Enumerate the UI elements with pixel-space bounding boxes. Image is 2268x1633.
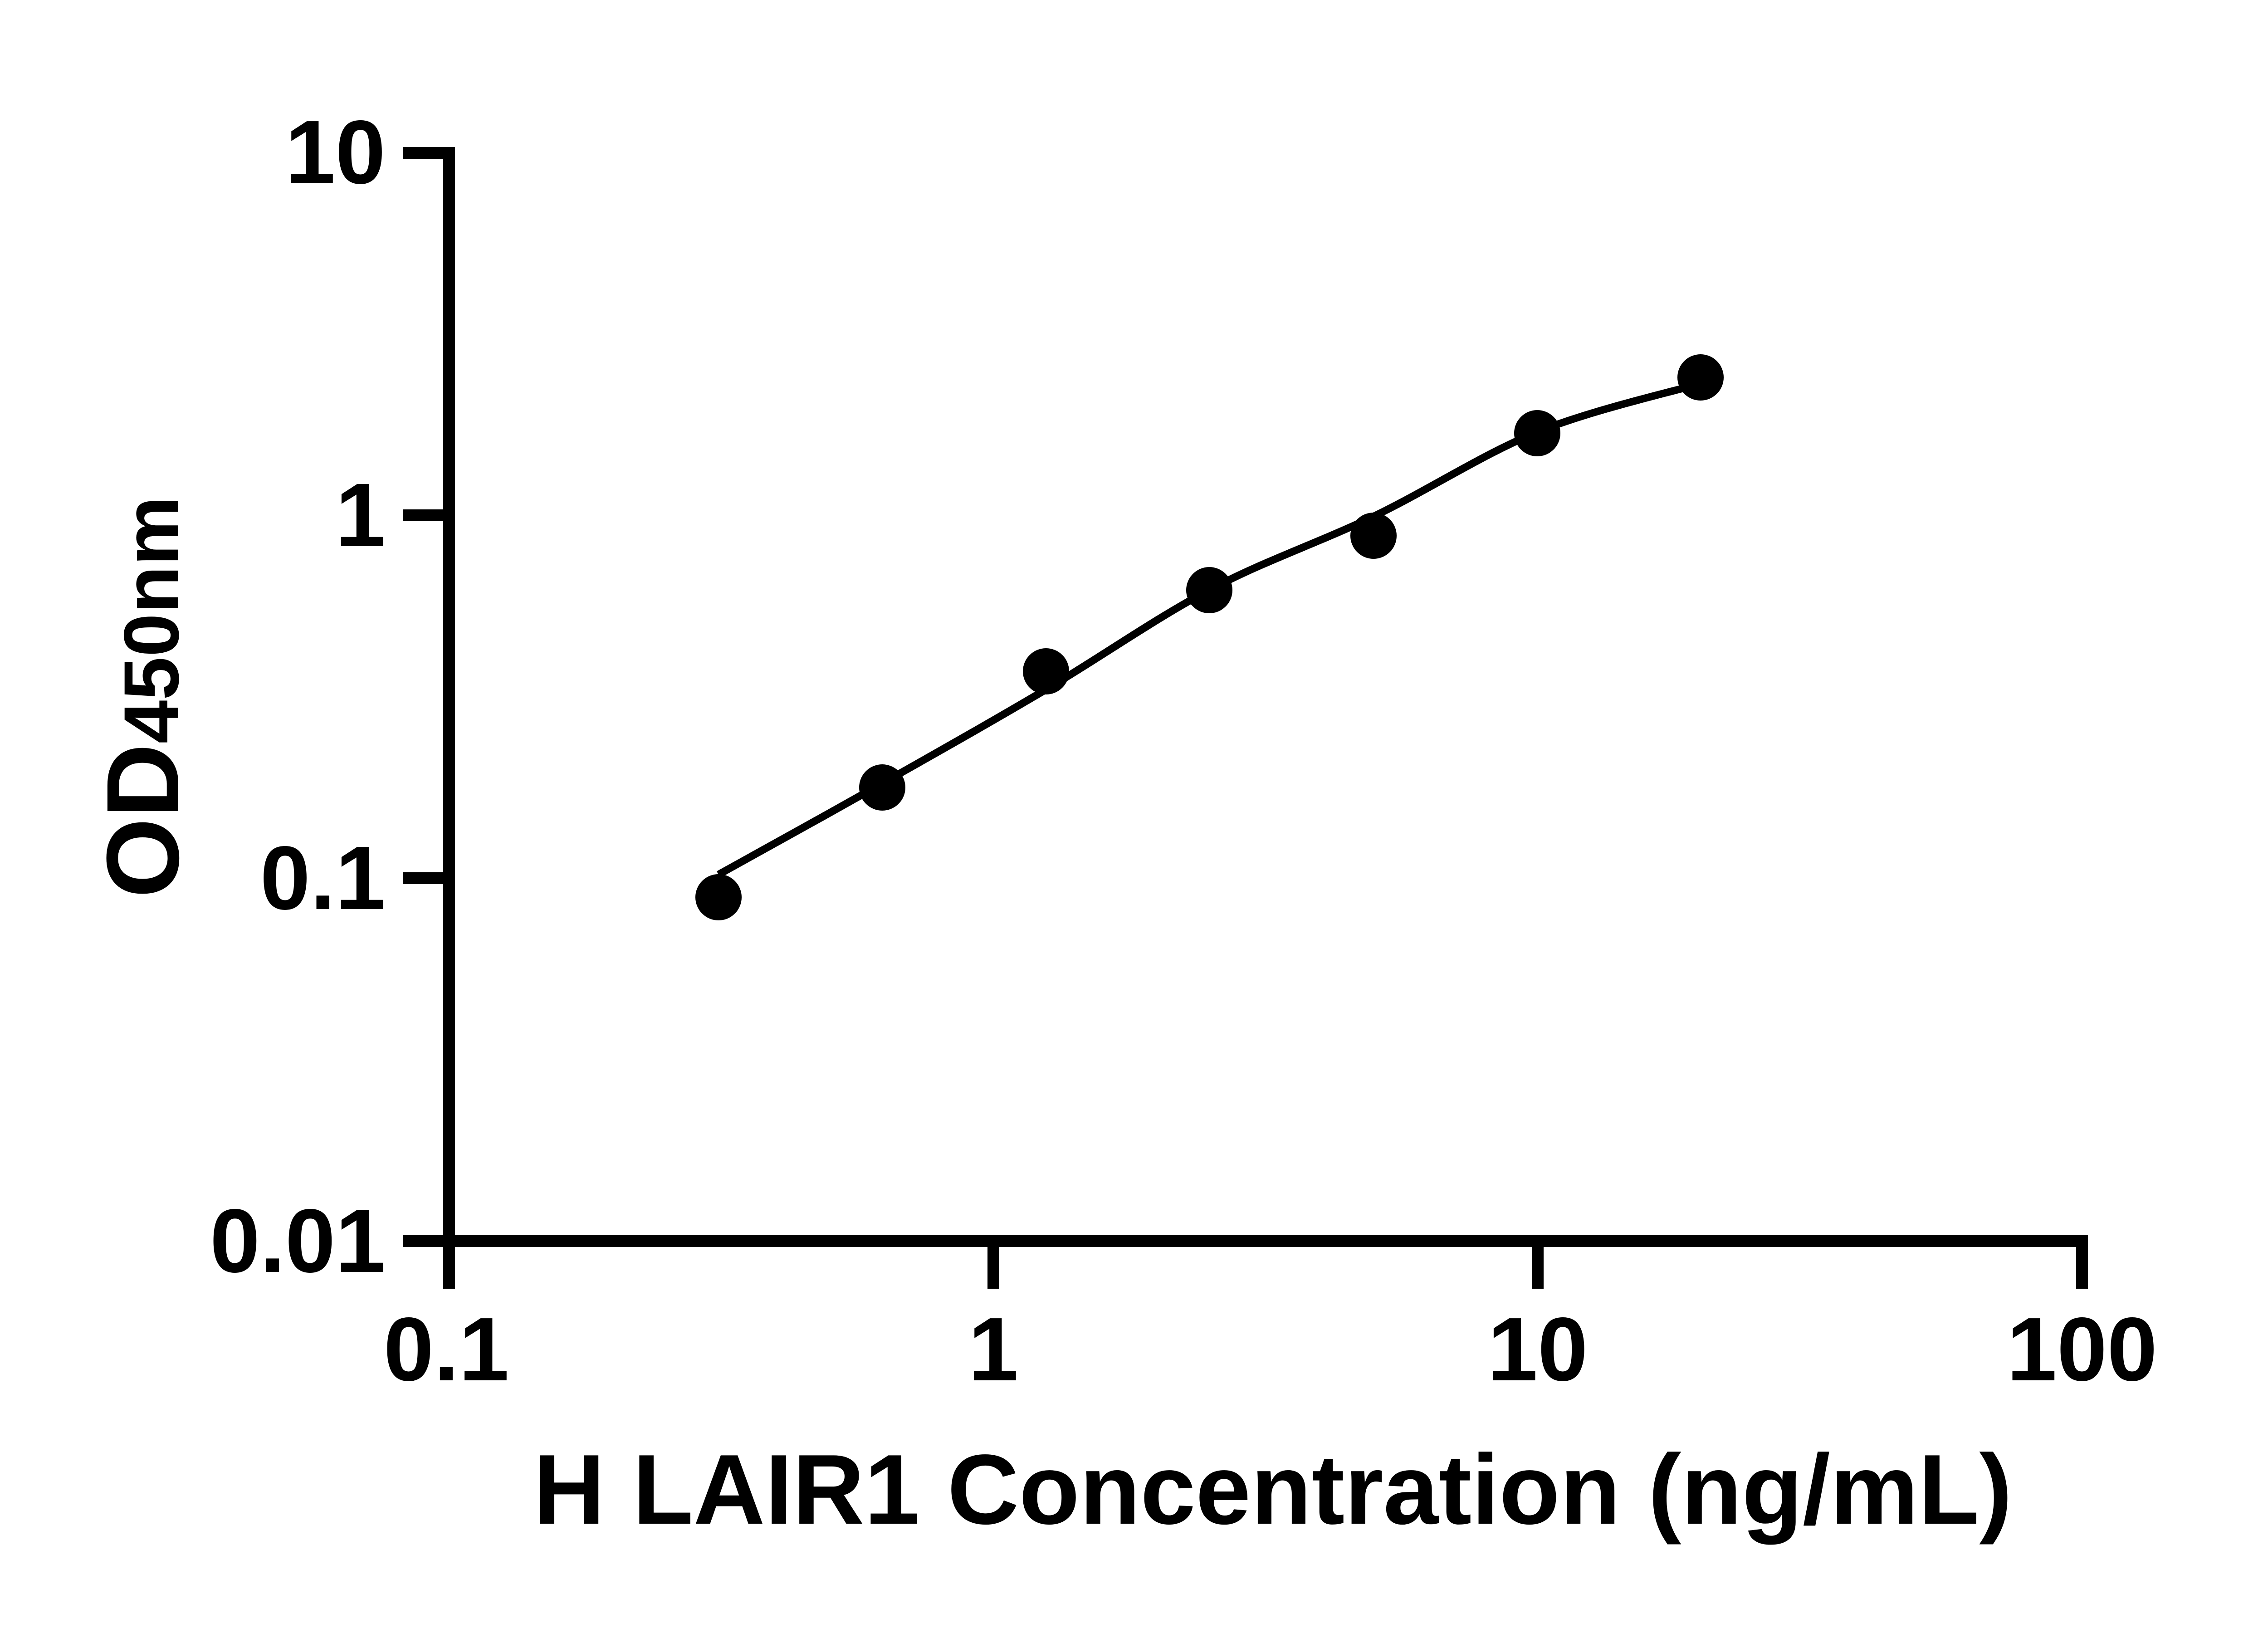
- svg-text:0.1: 0.1: [384, 1299, 509, 1400]
- svg-text:OD450nm: OD450nm: [86, 496, 200, 898]
- svg-text:1: 1: [335, 465, 386, 566]
- svg-text:100: 100: [2007, 1299, 2157, 1400]
- svg-text:0.01: 0.01: [210, 1191, 386, 1291]
- svg-text:0.1: 0.1: [260, 828, 386, 929]
- svg-text:1: 1: [968, 1299, 1019, 1400]
- svg-text:10: 10: [285, 102, 386, 203]
- svg-text:10: 10: [1487, 1299, 1588, 1400]
- svg-text:H LAIR1 Concentration (ng/mL): H LAIR1 Concentration (ng/mL): [533, 1434, 2013, 1545]
